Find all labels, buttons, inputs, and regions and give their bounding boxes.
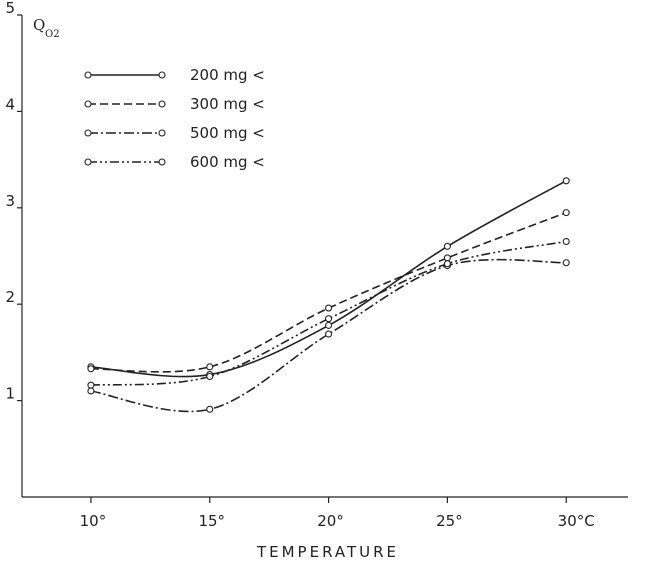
legend-marker	[84, 100, 92, 108]
legend-marker	[158, 129, 166, 137]
y-axis-label-subscript: O2	[45, 29, 60, 40]
legend: 200 mg < 300 mg < 500 mg < 600 mg <	[84, 66, 265, 171]
y-axis-label-main: Q	[33, 16, 45, 34]
data-point	[325, 321, 333, 329]
legend-label: 200 mg <	[190, 66, 265, 84]
series-layer	[87, 177, 570, 413]
legend-item: 300 mg <	[84, 95, 265, 113]
x-tick-label: 10°	[80, 512, 107, 530]
data-point	[443, 254, 451, 262]
legend-marker	[158, 158, 166, 166]
legend-label: 500 mg <	[190, 124, 265, 142]
legend-marker	[84, 71, 92, 79]
y-tick-label: 3	[5, 192, 15, 210]
y-tick-label: 1	[5, 385, 15, 403]
data-point	[443, 242, 451, 250]
series-4	[87, 237, 570, 389]
x-ticks: 10° 15° 20° 25° 30°C	[80, 497, 595, 530]
legend-marker	[84, 129, 92, 137]
series-line	[90, 211, 567, 373]
data-point	[562, 177, 570, 185]
legend-item: 500 mg <	[84, 124, 265, 142]
series-3	[87, 258, 570, 413]
data-point	[87, 387, 95, 395]
series-line	[90, 240, 567, 386]
legend-marker	[84, 158, 92, 166]
data-point	[562, 237, 570, 246]
data-point	[87, 365, 95, 373]
legend-label: 600 mg <	[190, 153, 265, 171]
y-tick-label: 5	[5, 0, 15, 17]
x-tick-label: 20°	[317, 512, 344, 530]
axes	[21, 15, 628, 498]
legend-marker	[158, 100, 166, 108]
data-point	[206, 363, 214, 371]
data-point	[325, 304, 333, 312]
data-point	[562, 259, 570, 267]
y-tick-label: 4	[5, 95, 15, 113]
series-line	[90, 258, 567, 413]
legend-label: 300 mg <	[190, 95, 265, 113]
series-1	[87, 177, 570, 379]
data-point	[562, 209, 570, 217]
series-line	[90, 180, 567, 378]
x-tick-label: 15°	[198, 512, 225, 530]
y-axis-label: Q O2	[33, 16, 60, 40]
x-tick-label: 25°	[436, 512, 463, 530]
data-point	[206, 405, 214, 413]
legend-item: 600 mg <	[84, 153, 265, 171]
data-point	[87, 381, 95, 389]
data-point	[325, 330, 333, 338]
y-tick-label: 2	[5, 288, 15, 306]
legend-marker	[158, 71, 166, 79]
data-point	[443, 260, 451, 268]
legend-item: 200 mg <	[84, 66, 265, 84]
x-tick-label: 30°C	[558, 512, 595, 530]
data-point	[325, 315, 333, 323]
data-point	[206, 372, 214, 381]
y-ticks: 1 2 3 4 5	[5, 0, 22, 403]
x-axis-title: TEMPERATURE	[256, 543, 399, 561]
series-2	[87, 209, 570, 373]
